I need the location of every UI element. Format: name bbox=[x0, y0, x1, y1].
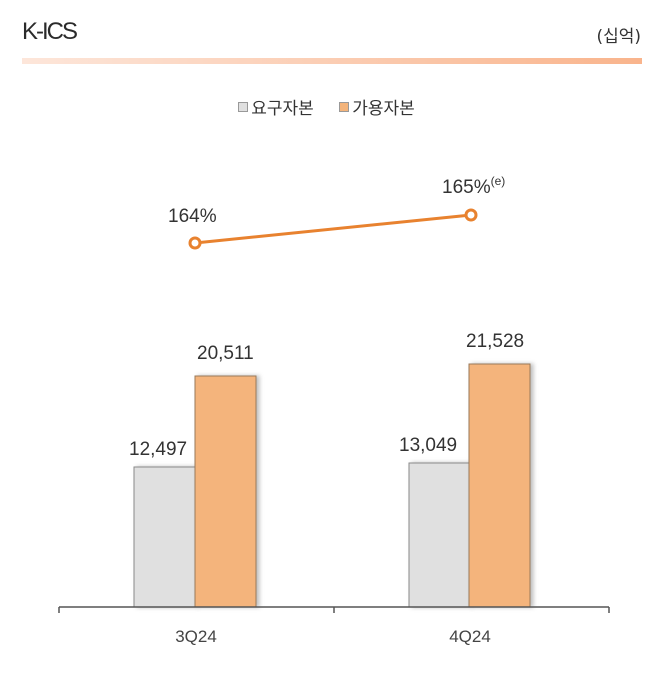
ratio-marker-4q bbox=[464, 208, 478, 222]
bar-available-3q bbox=[194, 375, 257, 608]
legend-item-available: 가용자본 bbox=[339, 94, 415, 119]
legend-item-required: 요구자본 bbox=[238, 94, 314, 119]
value-label-required-3q: 12,497 bbox=[129, 439, 187, 460]
ratio-marker-3q bbox=[188, 236, 202, 250]
x-tick-label-3q: 3Q24 bbox=[175, 627, 217, 646]
legend: 요구자본 가용자본 bbox=[0, 94, 653, 119]
title-divider bbox=[22, 58, 642, 64]
value-label-required-4q: 13,049 bbox=[399, 435, 457, 456]
ratio-line bbox=[194, 213, 472, 245]
unit-label: (십억) bbox=[596, 27, 641, 47]
legend-swatch-required bbox=[238, 101, 249, 112]
value-label-available-3q: 20,511 bbox=[197, 343, 254, 364]
bar-required-3q bbox=[133, 466, 196, 608]
chart-title: K-ICS bbox=[22, 18, 78, 45]
x-tick-label-4q: 4Q24 bbox=[449, 627, 491, 646]
bar-required-4q bbox=[408, 462, 470, 608]
legend-label-required: 요구자본 bbox=[251, 99, 314, 119]
value-label-available-4q: 21,528 bbox=[466, 331, 524, 352]
bar-available-4q bbox=[468, 363, 531, 608]
legend-label-available: 가용자본 bbox=[352, 99, 415, 119]
ratio-label-3q: 164% bbox=[168, 206, 217, 227]
ratio-label-4q: 165%(e) bbox=[442, 174, 505, 198]
legend-swatch-available bbox=[339, 101, 350, 112]
